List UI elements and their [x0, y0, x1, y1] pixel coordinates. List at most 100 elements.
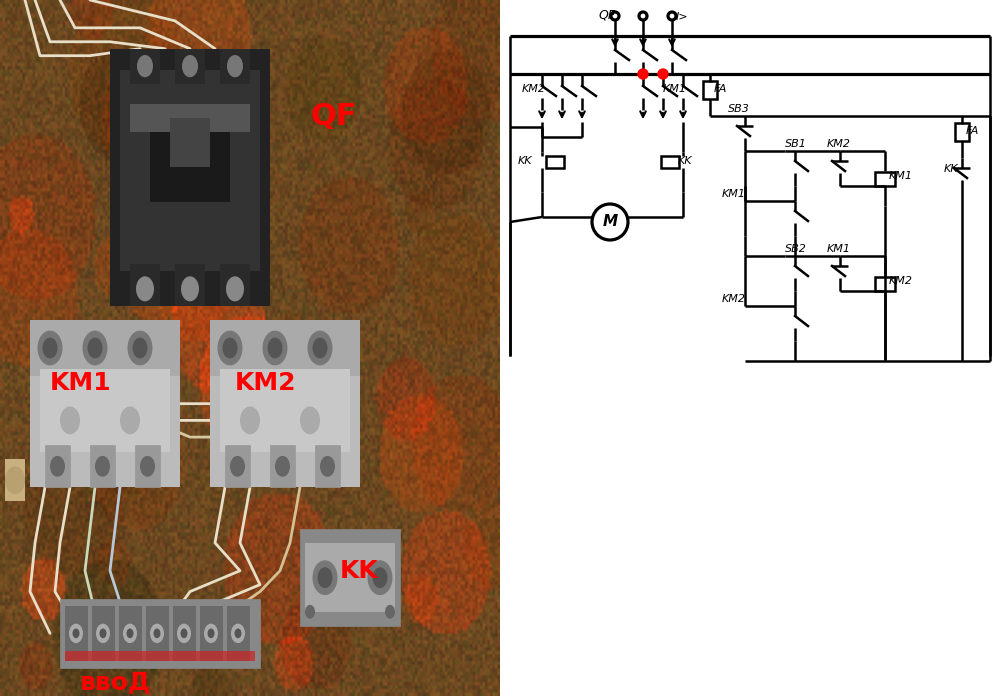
Circle shape [123, 624, 137, 643]
Bar [92, 606, 114, 661]
Bar [955, 123, 969, 141]
Circle shape [300, 406, 320, 434]
Circle shape [385, 605, 395, 619]
Text: M: M [602, 214, 618, 230]
Bar [210, 320, 360, 487]
Text: KM1: KM1 [50, 371, 112, 395]
Bar [110, 49, 270, 306]
Circle shape [132, 338, 148, 358]
Text: KK: KK [518, 156, 532, 166]
Circle shape [267, 338, 282, 358]
Bar [130, 49, 160, 84]
Text: KK: KK [340, 559, 379, 583]
Circle shape [120, 406, 140, 434]
Text: KM2: KM2 [827, 139, 851, 149]
Text: KM2: KM2 [722, 294, 746, 304]
Circle shape [60, 406, 80, 434]
Bar [225, 445, 250, 487]
Bar [661, 156, 679, 168]
Text: KM1: KM1 [827, 244, 851, 254]
Bar [173, 606, 196, 661]
Circle shape [140, 456, 155, 477]
Circle shape [227, 55, 243, 77]
Bar [546, 156, 564, 168]
Bar [175, 49, 205, 84]
Text: FA: FA [714, 84, 727, 94]
Bar [40, 369, 170, 452]
Text: SB3: SB3 [728, 104, 750, 114]
Bar [30, 320, 180, 376]
Bar [875, 277, 895, 291]
Bar [65, 651, 255, 661]
Circle shape [95, 456, 110, 477]
Bar [30, 320, 180, 487]
Circle shape [96, 624, 110, 643]
Bar [45, 445, 70, 487]
Circle shape [50, 456, 65, 477]
Bar [210, 320, 360, 376]
Bar [703, 81, 717, 99]
Text: KM2: KM2 [235, 371, 296, 395]
Circle shape [88, 338, 103, 358]
Text: KM2: KM2 [889, 276, 913, 286]
Circle shape [136, 276, 154, 301]
Bar [119, 606, 142, 661]
Circle shape [217, 331, 242, 365]
Bar [220, 369, 350, 452]
Circle shape [182, 55, 198, 77]
Circle shape [154, 628, 161, 638]
Circle shape [638, 69, 648, 79]
Text: QF: QF [598, 9, 615, 22]
Circle shape [275, 456, 290, 477]
Bar [315, 445, 340, 487]
Bar [146, 606, 169, 661]
Circle shape [177, 624, 191, 643]
Bar [60, 599, 260, 668]
Text: KM1: KM1 [889, 171, 913, 181]
Circle shape [100, 628, 106, 638]
Circle shape [82, 331, 108, 365]
Text: KK: KK [944, 164, 958, 174]
Bar [300, 529, 400, 626]
Text: SB1: SB1 [785, 139, 807, 149]
Bar [90, 445, 115, 487]
Text: KM1: KM1 [722, 189, 746, 199]
Text: SB2: SB2 [785, 244, 807, 254]
Circle shape [320, 456, 335, 477]
Bar [200, 606, 222, 661]
Text: ввоД: ввоД [80, 670, 151, 694]
Text: KM2: KM2 [522, 84, 546, 94]
Circle shape [150, 624, 164, 643]
Circle shape [658, 69, 668, 79]
Bar [220, 264, 250, 306]
Bar [20, 14, 420, 682]
Circle shape [222, 338, 238, 358]
Text: FA: FA [966, 126, 979, 136]
Circle shape [204, 624, 218, 643]
Circle shape [318, 567, 332, 588]
Circle shape [5, 466, 25, 494]
Bar [135, 445, 160, 487]
Circle shape [312, 560, 338, 595]
Bar [5, 459, 25, 501]
Text: QF: QF [310, 102, 357, 132]
Bar [130, 264, 160, 306]
Circle shape [181, 276, 199, 301]
Circle shape [240, 406, 260, 434]
Circle shape [128, 331, 152, 365]
Bar [150, 118, 230, 202]
Bar [175, 264, 205, 306]
Bar [220, 49, 250, 84]
Circle shape [38, 331, 62, 365]
Bar [120, 70, 260, 271]
Circle shape [69, 624, 83, 643]
Circle shape [230, 456, 245, 477]
Bar [130, 104, 250, 132]
Circle shape [234, 628, 242, 638]
Text: I>: I> [676, 12, 689, 22]
Circle shape [72, 628, 80, 638]
Circle shape [231, 624, 245, 643]
Bar [65, 606, 88, 661]
Circle shape [226, 276, 244, 301]
Text: KM1: KM1 [663, 84, 687, 94]
